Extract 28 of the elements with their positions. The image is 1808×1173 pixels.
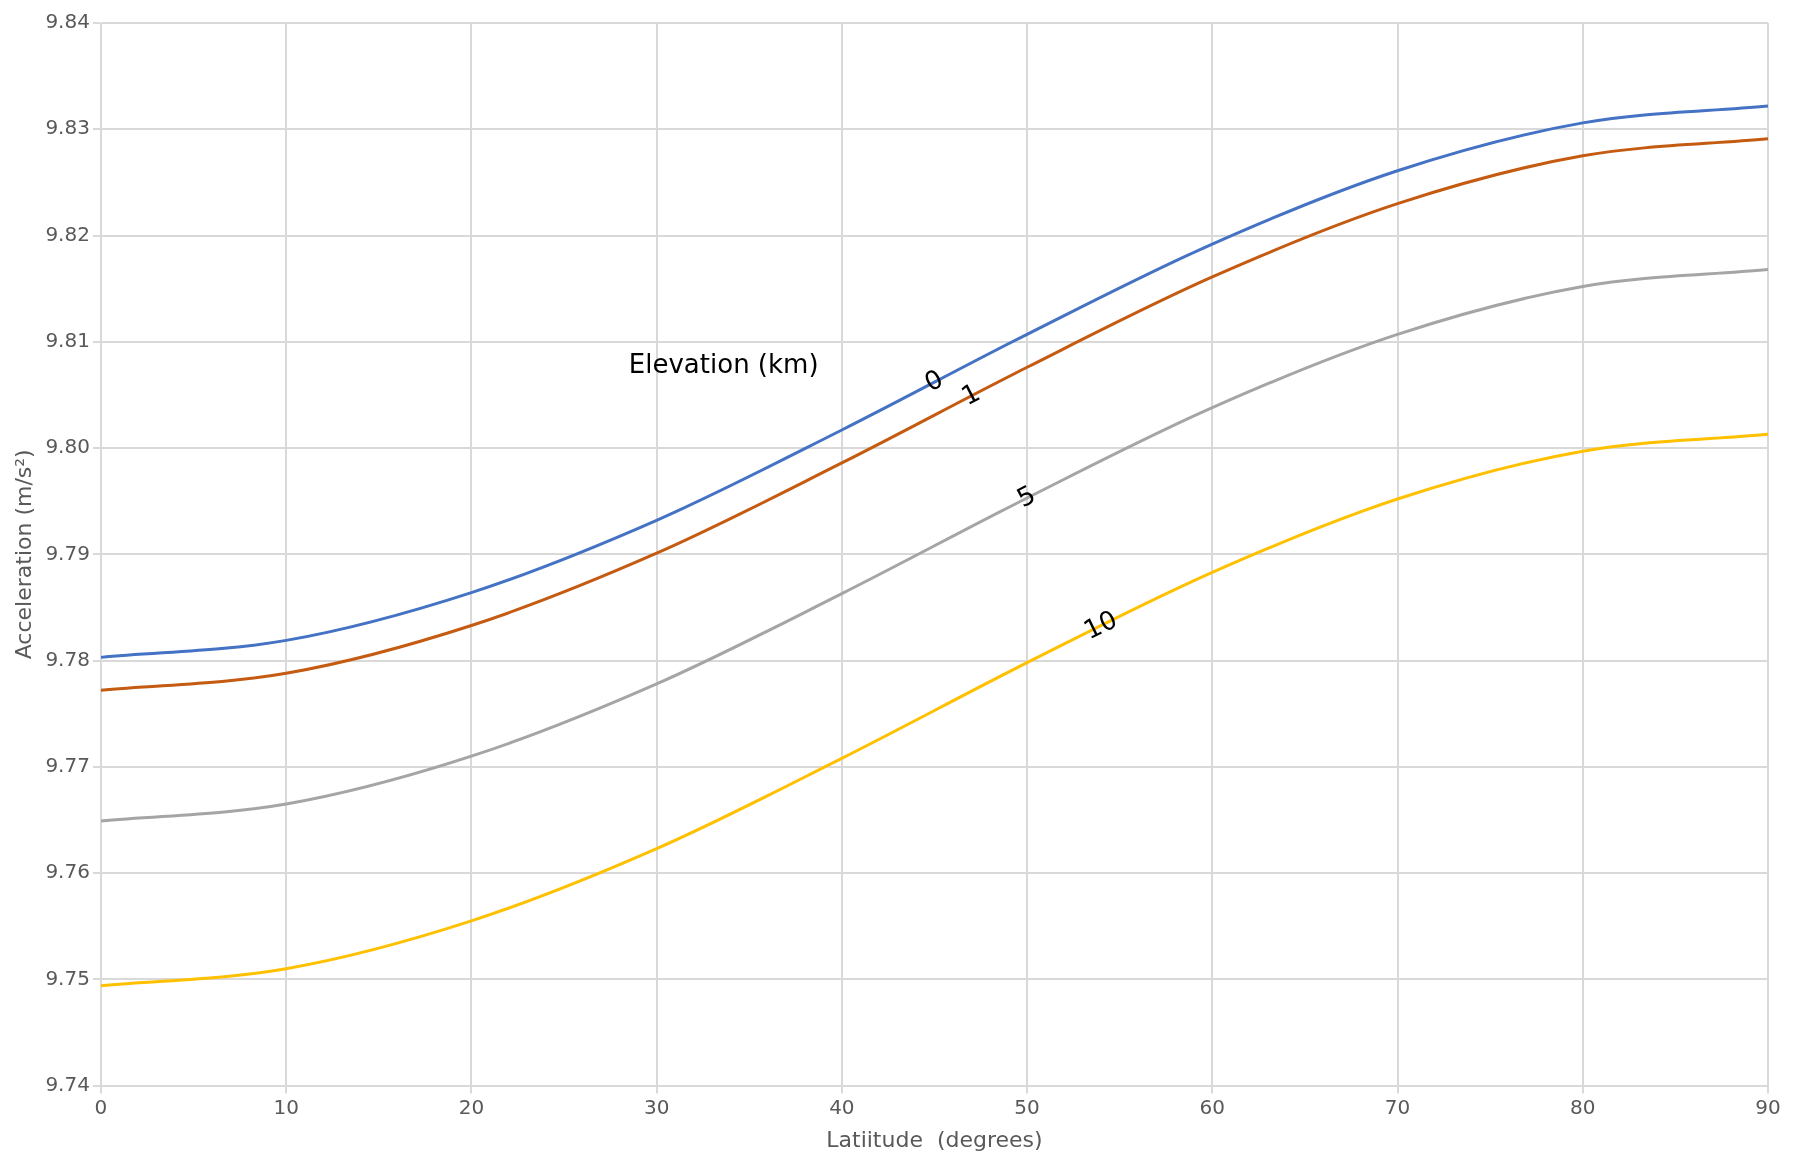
- y-tick-label: 9.84: [45, 9, 90, 34]
- y-tick-label: 9.81: [45, 327, 90, 352]
- y-tick-label: 9.75: [45, 965, 90, 990]
- text: 0: [919, 363, 948, 398]
- x-tick-label: 60: [1199, 1094, 1226, 1119]
- x-tick-label: 70: [1384, 1094, 1411, 1119]
- x-tick-label: 10: [273, 1094, 299, 1119]
- x-tick-label: 80: [1570, 1094, 1596, 1119]
- text: 10: [1078, 603, 1122, 646]
- x-tick-label: 50: [1014, 1094, 1040, 1119]
- y-tick-label: 9.79: [45, 540, 90, 565]
- y-tick-label: 9.82: [45, 221, 90, 246]
- y-tick-label: 9.77: [45, 753, 90, 778]
- x-tick-label: 90: [1755, 1094, 1781, 1119]
- y-tick-label: 9.80: [45, 434, 90, 459]
- y-tick-label: 9.78: [45, 646, 90, 671]
- text: 5: [1011, 478, 1041, 514]
- y-tick-label: 9.74: [45, 1071, 90, 1096]
- x-tick-label: 0: [94, 1094, 108, 1119]
- x-tick-label: 40: [829, 1094, 855, 1119]
- y-tick-label: 9.76: [45, 859, 90, 884]
- x-axis-title: Latiitude (degrees): [826, 1126, 1043, 1152]
- legend-title: Elevation (km): [628, 348, 819, 379]
- x-tick-label: 20: [458, 1094, 485, 1119]
- text: 1: [956, 376, 985, 412]
- x-tick-label: 30: [643, 1094, 670, 1119]
- y-tick-label: 9.83: [45, 115, 90, 140]
- y-axis-title: Acceleration (m/s²): [10, 449, 36, 660]
